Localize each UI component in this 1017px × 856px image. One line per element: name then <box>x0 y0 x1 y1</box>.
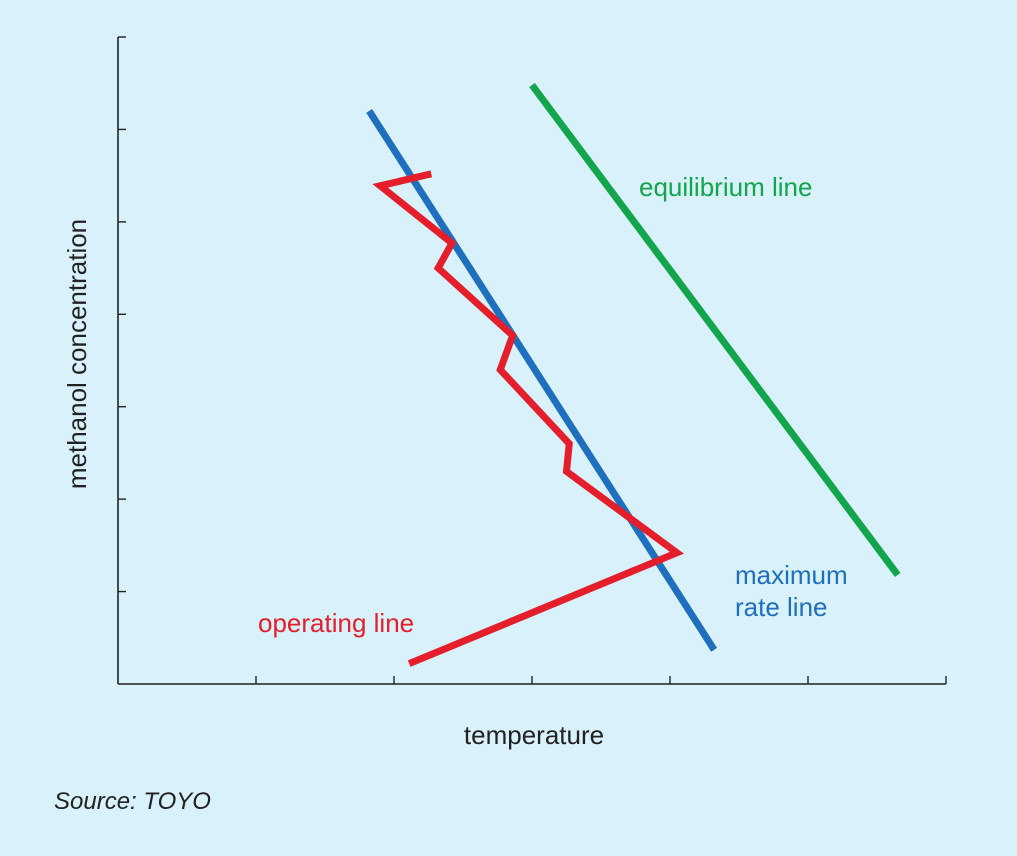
label-maximum-rate-line-line-0: maximum <box>735 560 848 590</box>
label-equilibrium-line: equilibrium line <box>639 172 812 202</box>
series-operating-line <box>372 170 684 667</box>
label-operating-line: operating line <box>258 608 414 638</box>
label-maximum-rate-line: maximum rate line <box>735 560 848 622</box>
series-layer <box>366 82 901 667</box>
series-equilibrium-line <box>529 82 901 578</box>
x-axis-label: temperature <box>464 720 604 750</box>
axis-ticks <box>118 36 947 684</box>
label-maximum-rate-line-line-1: rate line <box>735 592 828 622</box>
label-operating-line-line-0: operating line <box>258 608 414 638</box>
source-note: Source: TOYO <box>54 788 211 815</box>
label-equilibrium-line-line-0: equilibrium line <box>639 172 812 202</box>
series-labels: equilibrium line maximum rate line operatin… <box>258 172 848 638</box>
y-axis-label: methanol concentration <box>62 219 92 489</box>
